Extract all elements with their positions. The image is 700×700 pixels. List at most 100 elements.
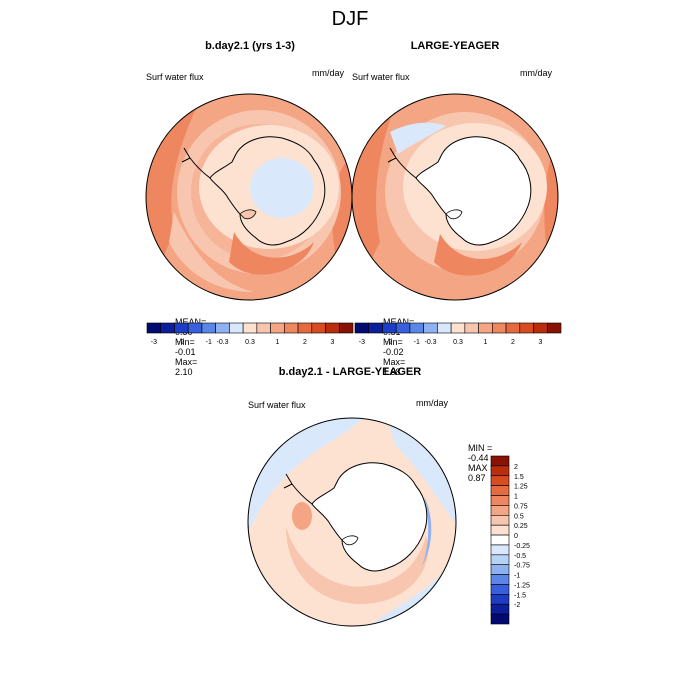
colorbar-tick-label: 1	[514, 494, 518, 501]
colorbar-swatch	[492, 322, 507, 334]
colorbar-swatch	[242, 322, 258, 334]
colorbar-swatch	[174, 322, 189, 334]
colorbar-swatch	[395, 322, 411, 334]
colorbar-swatch	[256, 322, 271, 334]
colorbar-horizontal-2: -3 -2 -1 -0.3 0.3 1 2 3	[354, 322, 562, 346]
panel-2-title: LARGE-YEAGER	[410, 40, 500, 52]
colorbar-swatch	[311, 322, 326, 334]
colorbar-swatch	[270, 322, 285, 334]
colorbar-tick-label: -0.5	[514, 553, 526, 560]
panel-2-variable-label: Surf water flux	[352, 72, 410, 82]
colorbar-horizontal-1: -3 -2 -1 -0.3 0.3 1 2 3	[146, 322, 354, 346]
diff-max-value: 0.87	[468, 473, 486, 483]
field-patch-se	[434, 234, 522, 276]
panel-2-units-label: mm/day	[520, 68, 553, 78]
colorbar-tick-label: 2	[303, 339, 307, 346]
colorbar-swatch	[490, 603, 510, 615]
colorbar-swatch	[546, 322, 562, 334]
panel-1-max-value: 2.10	[175, 367, 193, 377]
colorbar-swatch	[229, 322, 244, 334]
map-diff-boundary	[247, 417, 457, 627]
colorbar-swatch	[490, 574, 510, 585]
colorbar-tick-label: -2	[386, 339, 392, 346]
colorbar-swatch	[490, 495, 510, 506]
field-stripe-east	[422, 496, 432, 566]
colorbar-tick-label: -1	[514, 573, 520, 580]
ross-sea-shelf	[445, 209, 463, 220]
diff-min-label: MIN =	[468, 443, 493, 453]
colorbar-tick-label: -3	[359, 339, 365, 346]
field-patch-nw	[390, 122, 446, 154]
colorbar-tick-label: 0.3	[453, 339, 463, 346]
colorbar-tick-label: -1.25	[514, 582, 530, 589]
colorbar-swatch	[478, 322, 493, 334]
colorbar-swatch	[284, 322, 299, 334]
colorbar-tick-label: 0.75	[514, 503, 528, 510]
field-patch-se	[229, 232, 314, 275]
colorbar-swatch	[450, 322, 466, 334]
colorbar-tick-label: -0.25	[514, 543, 530, 550]
colorbar-swatch	[490, 584, 510, 595]
colorbar-swatch	[505, 322, 521, 334]
colorbar-tick-label: -2	[514, 602, 520, 609]
colorbar-swatch	[354, 322, 370, 334]
colorbar-swatch	[423, 322, 438, 334]
colorbar-swatch	[215, 322, 230, 334]
colorbar-swatch	[490, 613, 510, 625]
colorbar-swatch	[490, 514, 510, 526]
colorbar-swatch	[382, 322, 397, 334]
colorbar-swatch	[146, 322, 162, 334]
diff-variable-label: Surf water flux	[248, 400, 306, 410]
colorbar-swatch	[490, 475, 510, 486]
colorbar-swatch	[338, 322, 354, 334]
map-2-boundary	[351, 93, 559, 301]
colorbar-swatch	[490, 485, 510, 496]
panel-2-mean-label: MEAN=	[383, 317, 415, 327]
colorbar-tick-label: 2	[514, 464, 518, 471]
colorbar-swatch	[437, 322, 452, 334]
panel-2-max-value: 1.68	[383, 367, 401, 377]
colorbar-tick-label: -2	[178, 339, 184, 346]
map-1-polar-plot	[145, 93, 353, 301]
field-ring-positive	[286, 526, 429, 605]
panel-1-max-label: Max=	[175, 357, 198, 367]
colorbar-swatch	[533, 322, 548, 334]
colorbar-swatch	[490, 505, 510, 516]
diff-min-value: -0.44	[468, 453, 489, 463]
diff-units-label: mm/day	[416, 398, 449, 408]
panel-1-mean-label: MEAN=	[175, 317, 207, 327]
field-patch-west	[292, 502, 312, 530]
colorbar-swatch	[409, 322, 424, 334]
colorbar-tick-label: 3	[538, 339, 542, 346]
panel-2-min-value: -0.02	[383, 347, 404, 357]
colorbar-swatch	[490, 465, 510, 477]
panel-2-max-label: Max=	[383, 357, 406, 367]
panel-1-title: b.day2.1 (yrs 1-3)	[205, 40, 295, 52]
page-title: DJF	[331, 8, 369, 30]
colorbar-swatch	[490, 594, 510, 605]
colorbar-swatch	[490, 554, 510, 566]
antarctic-peninsula	[387, 147, 417, 179]
ross-sea-shelf	[239, 209, 257, 220]
colorbar-tick-label: -0.75	[514, 563, 530, 570]
diff-title: b.day2.1 - LARGE-YEAGER	[278, 366, 422, 378]
panel-1-variable-label: Surf water flux	[146, 72, 204, 82]
colorbar-tick-label: -1.5	[514, 592, 526, 599]
colorbar-swatch	[368, 322, 383, 334]
colorbar-swatch	[490, 524, 510, 536]
colorbar-swatch	[201, 322, 216, 334]
map-diff-polar-plot	[247, 417, 457, 627]
colorbar-tick-label: 0.25	[514, 523, 528, 530]
colorbar-tick-label: 3	[330, 339, 334, 346]
colorbar-swatch	[490, 534, 510, 546]
panel-1-min-label: Min=	[175, 337, 195, 347]
antarctic-peninsula	[283, 473, 313, 505]
colorbar-swatch	[160, 322, 175, 334]
colorbar-swatch	[490, 455, 510, 467]
colorbar-tick-label: -0.3	[425, 339, 437, 346]
colorbar-tick-label: 1.5	[514, 474, 524, 481]
colorbar-swatch	[297, 322, 313, 334]
colorbar-tick-label: 0.5	[514, 513, 524, 520]
colorbar-swatch	[325, 322, 340, 334]
colorbar-tick-label: -1	[206, 339, 212, 346]
